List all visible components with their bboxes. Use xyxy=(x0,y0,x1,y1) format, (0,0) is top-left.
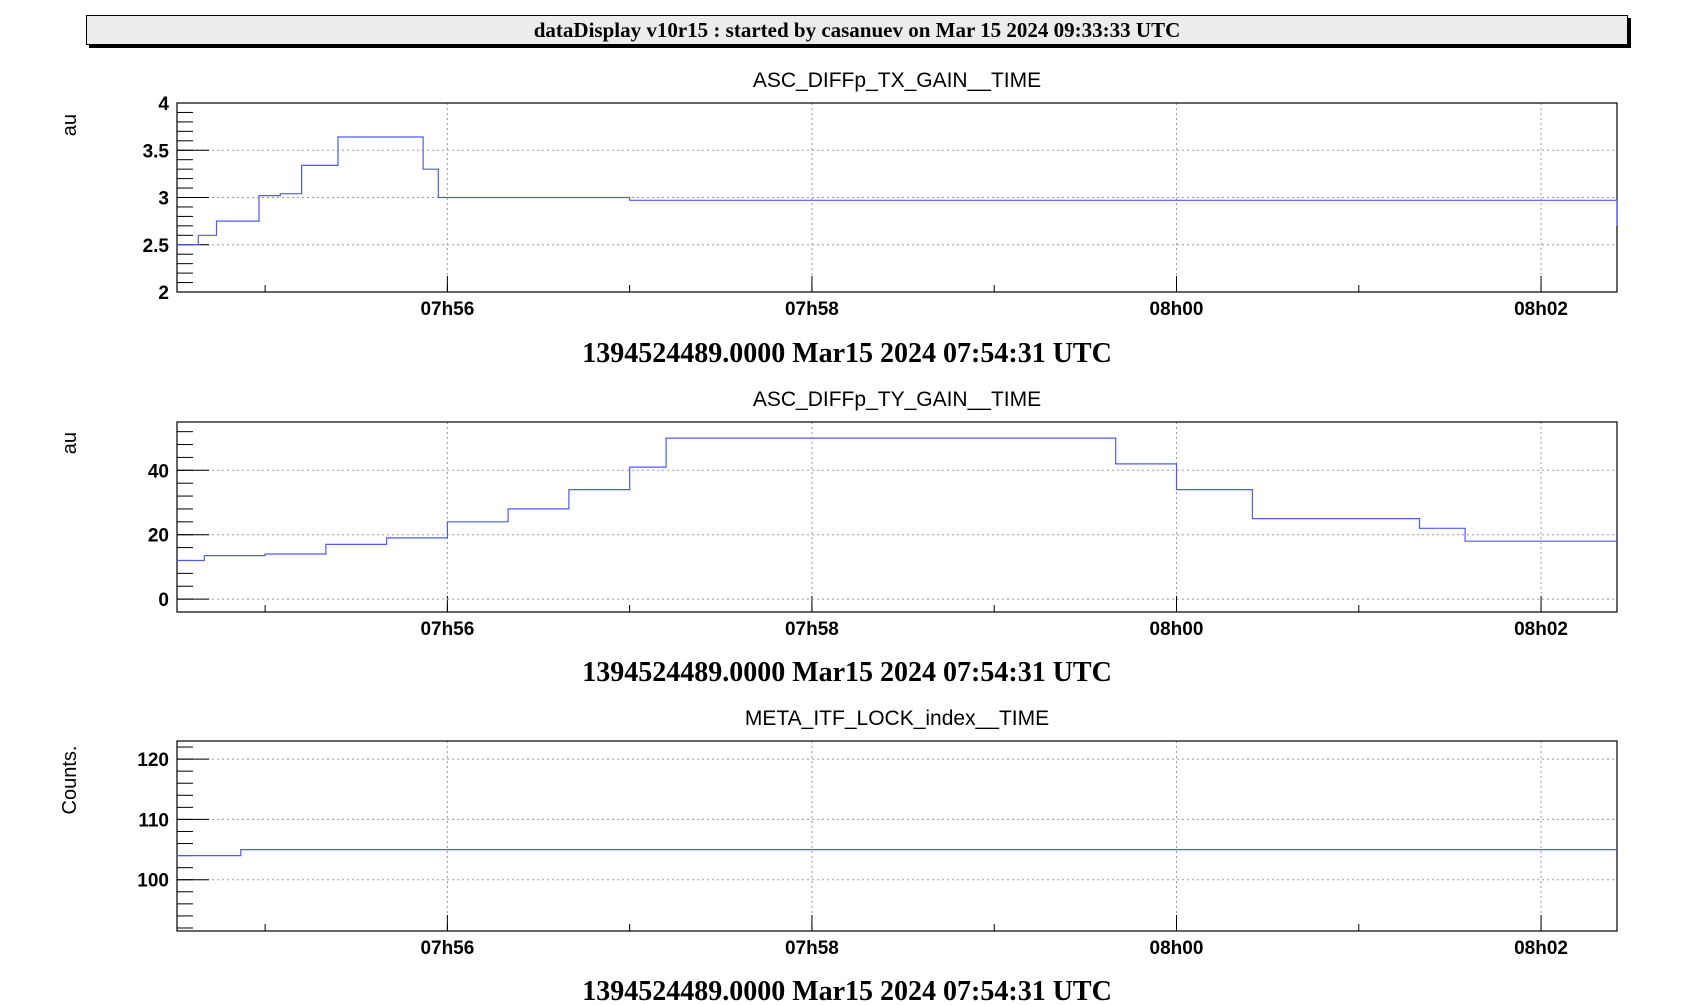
y-tick-label: 120 xyxy=(137,750,169,771)
y-tick-label: 2.5 xyxy=(143,236,170,257)
y-axis-label: au xyxy=(59,432,81,454)
y-axis-label: au xyxy=(59,114,81,136)
series-line-1 xyxy=(177,849,1617,857)
chart-title: ASC_DIFFp_TY_GAIN__TIME xyxy=(753,388,1041,411)
x-tick-label: 08h02 xyxy=(1514,299,1568,320)
chart-panel-3: META_ITF_LOCK_index__TIME Counts. 07h56 07h… xyxy=(59,707,1618,1005)
series-line-1 xyxy=(177,136,1618,246)
x-tick-label: 08h00 xyxy=(1150,619,1204,640)
y-tick-label: 0 xyxy=(158,590,169,611)
plot-frame xyxy=(176,421,1618,613)
x-tick-label: 08h00 xyxy=(1150,938,1204,959)
x-tick-label: 07h56 xyxy=(420,299,474,320)
x-tick-label: 07h56 xyxy=(420,938,474,959)
plot-frame xyxy=(176,740,1618,932)
x-axis-caption: 1394524489.0000 Mar15 2024 07:54:31 UTC xyxy=(582,976,1112,1005)
x-tick-label: 08h00 xyxy=(1150,299,1204,320)
series-line-1 xyxy=(177,437,1617,562)
y-tick-label: 4 xyxy=(158,94,169,115)
y-tick-label: 110 xyxy=(138,810,169,831)
window-banner: dataDisplay v10r15 : started by casanuev… xyxy=(86,15,1628,45)
x-tick-label: 08h02 xyxy=(1514,938,1568,959)
x-tick-label: 07h58 xyxy=(785,299,839,320)
x-axis-caption: 1394524489.0000 Mar15 2024 07:54:31 UTC xyxy=(582,338,1112,369)
chart-title: ASC_DIFFp_TX_GAIN__TIME xyxy=(753,69,1041,92)
x-tick-label: 07h58 xyxy=(785,619,839,640)
y-tick-label: 100 xyxy=(137,871,169,892)
y-tick-label: 40 xyxy=(148,461,169,482)
y-tick-label: 3.5 xyxy=(143,141,170,162)
x-tick-label: 07h58 xyxy=(785,938,839,959)
x-axis-caption: 1394524489.0000 Mar15 2024 07:54:31 UTC xyxy=(582,657,1112,688)
x-tick-label: 07h56 xyxy=(420,619,474,640)
y-tick-label: 2 xyxy=(158,283,169,304)
plot-frame xyxy=(176,102,1618,293)
x-tick-label: 08h02 xyxy=(1514,619,1568,640)
chart-title: META_ITF_LOCK_index__TIME xyxy=(745,707,1049,730)
y-tick-label: 3 xyxy=(158,189,169,210)
y-tick-label: 20 xyxy=(148,526,169,547)
y-axis-label: Counts. xyxy=(59,746,81,815)
